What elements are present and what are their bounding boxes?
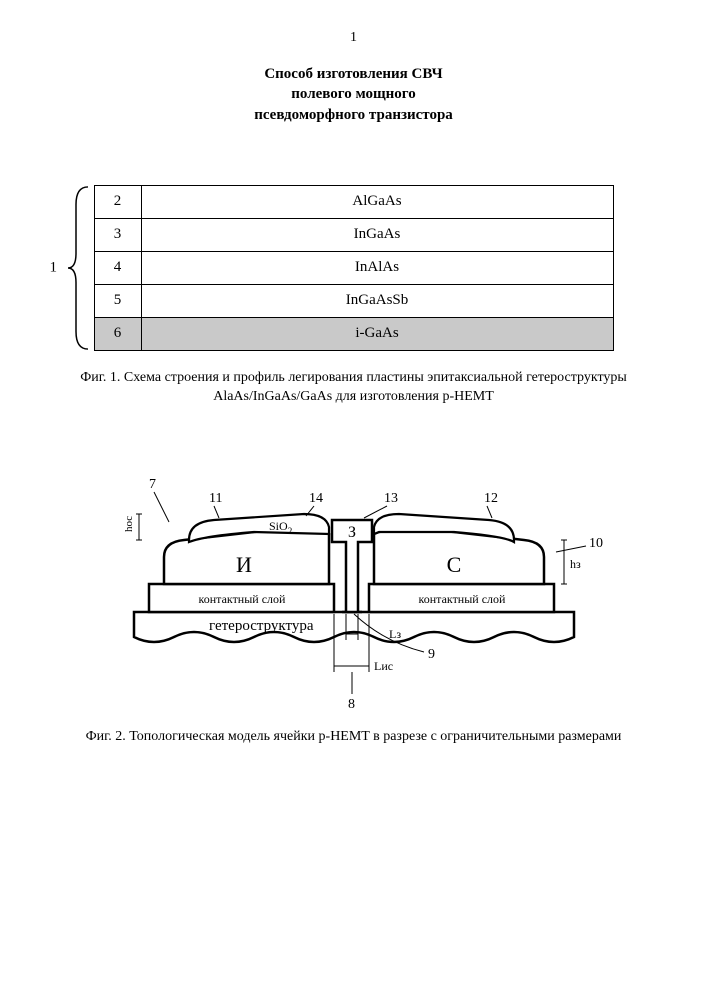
gate-label: З <box>347 524 355 541</box>
figure-2: И С З SiO2 контактный слой контактный сл… <box>94 462 614 712</box>
layer-material: i-GaAs <box>141 317 613 350</box>
layer-num: 5 <box>94 284 141 317</box>
layer-table: 2 AlGaAs 3 InGaAs 4 InAlAs 5 InGaAsSb 6 … <box>94 185 614 351</box>
hetero-label: гетероструктура <box>209 618 314 634</box>
layer-num: 3 <box>94 218 141 251</box>
table-row: 6 i-GaAs <box>94 317 613 350</box>
callout-12: 12 <box>484 491 498 506</box>
layer-num: 4 <box>94 251 141 284</box>
layer-material: InAlAs <box>141 251 613 284</box>
callout-13: 13 <box>384 491 398 506</box>
layer-material: InGaAs <box>141 218 613 251</box>
table-row: 4 InAlAs <box>94 251 613 284</box>
layer-material: AlGaAs <box>141 185 613 218</box>
title-line: Способ изготовления СВЧ <box>184 64 524 84</box>
hoc-label: hос <box>123 515 135 531</box>
callout-14: 14 <box>309 491 323 506</box>
contact-left: контактный слой <box>198 592 285 606</box>
callout-10: 10 <box>589 536 603 551</box>
contact-right: контактный слой <box>418 592 505 606</box>
figure-1: 1 2 AlGaAs 3 InGaAs 4 InAlAs 5 InGaAsSb <box>94 185 614 351</box>
title-line: полевого мощного <box>184 84 524 104</box>
figure-1-caption: Фиг. 1. Схема строения и профиль легиров… <box>74 369 634 407</box>
page: 1 Способ изготовления СВЧ полевого мощно… <box>0 0 707 766</box>
layer-num: 6 <box>94 317 141 350</box>
source-label: И <box>236 552 252 577</box>
figure-2-caption: Фиг. 2. Топологическая модель ячейки p-H… <box>74 728 634 747</box>
curly-brace-icon <box>66 185 92 351</box>
brace-label: 1 <box>50 259 58 276</box>
Lis-label: Lис <box>374 659 393 673</box>
table-row: 3 InGaAs <box>94 218 613 251</box>
table-row: 2 AlGaAs <box>94 185 613 218</box>
table-row: 5 InGaAsSb <box>94 284 613 317</box>
layer-num: 2 <box>94 185 141 218</box>
callout-11: 11 <box>209 491 222 506</box>
callout-9: 9 <box>428 647 435 662</box>
h3-label: hз <box>570 557 581 571</box>
document-title: Способ изготовления СВЧ полевого мощного… <box>184 64 524 125</box>
layer-material: InGaAsSb <box>141 284 613 317</box>
cross-section-diagram: И С З SiO2 контактный слой контактный сл… <box>94 462 614 712</box>
page-number: 1 <box>40 30 667 46</box>
callout-7: 7 <box>149 477 156 492</box>
callout-8: 8 <box>348 697 355 712</box>
L3-label: Lз <box>389 627 401 641</box>
title-line: псевдоморфного транзистора <box>184 105 524 125</box>
drain-label: С <box>446 552 461 577</box>
